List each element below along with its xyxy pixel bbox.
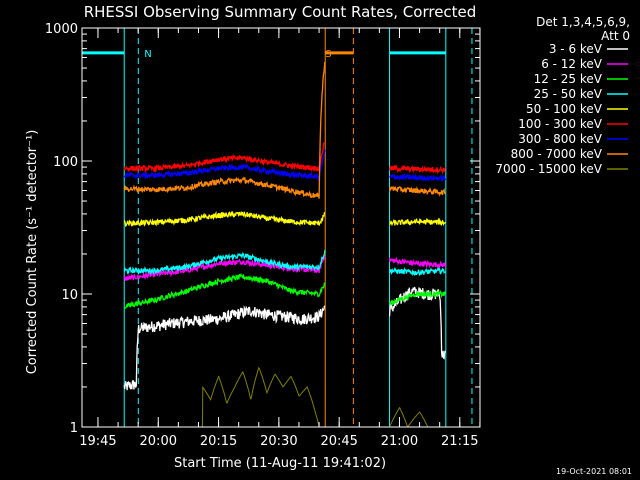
legend-label-0: 3 - 6 keV <box>549 42 603 56</box>
series-line-5-seg-0 <box>123 141 326 174</box>
x-tick-label: 20:45 <box>320 434 357 449</box>
legend-label-5: 100 - 300 keV <box>518 117 602 131</box>
marker-s: S <box>325 49 331 60</box>
y-tick-label: 100 <box>53 155 78 170</box>
series-line-4-seg-0 <box>123 210 326 228</box>
series-line-6-seg-1 <box>389 172 447 182</box>
series-line-2-seg-1 <box>389 289 447 306</box>
legend-header-detectors: Det 1,3,4,5,6,9, <box>536 15 630 29</box>
y-axis-label: Corrected Count Rate (s⁻¹ detector⁻¹) <box>25 130 40 375</box>
series-line-1-seg-1 <box>388 256 447 270</box>
series-line-8-seg-1 <box>389 406 446 428</box>
series-line-1-seg-0 <box>123 256 326 281</box>
marker-n: N <box>144 49 151 60</box>
series-line-7-seg-1 <box>388 185 446 197</box>
x-tick-label: 21:15 <box>441 434 478 449</box>
legend-label-6: 300 - 800 keV <box>518 132 602 146</box>
plot-frame <box>81 27 481 428</box>
legend-label-4: 50 - 100 keV <box>526 102 603 116</box>
series-line-0-seg-1 <box>388 286 446 360</box>
chart-title: RHESSI Observing Summary Count Rates, Co… <box>84 3 477 21</box>
legend-label-1: 6 - 12 keV <box>541 57 603 71</box>
series-line-3-seg-0 <box>123 249 326 276</box>
series-line-4-seg-1 <box>389 217 447 227</box>
y-tick-label: 10 <box>61 288 78 303</box>
generation-timestamp: 19-Oct-2021 08:01 <box>556 467 632 476</box>
legend-label-2: 12 - 25 keV <box>534 72 603 86</box>
axes: 1 10 100 1000 19:45 20:00 20:15 20:30 20:45 21:00… <box>45 22 481 449</box>
series-line-7-seg-0 <box>123 61 326 199</box>
series-line-6-seg-0 <box>123 149 326 182</box>
legend-label-7: 800 - 7000 keV <box>511 147 603 161</box>
x-tick-label: 20:30 <box>260 434 297 449</box>
y-tick-label: 1 <box>70 421 78 436</box>
series-line-3-seg-1 <box>388 266 446 277</box>
y-tick-label: 1000 <box>45 22 78 37</box>
legend-label-8: 7000 - 15000 keV <box>495 162 602 176</box>
series-line-8-seg-0 <box>124 366 325 428</box>
legend-header-attenuator: Att 0 <box>601 29 630 43</box>
x-tick-label: 21:00 <box>381 434 418 449</box>
series-line-0-seg-0 <box>123 305 326 391</box>
legend-label-3: 25 - 50 keV <box>534 87 603 101</box>
x-tick-label: 19:45 <box>79 434 116 449</box>
x-tick-label: 20:00 <box>140 434 177 449</box>
series-line-2-seg-0 <box>123 272 326 309</box>
series-line-5-seg-1 <box>388 164 447 175</box>
x-axis-label: Start Time (11-Aug-11 19:41:02) <box>174 456 386 471</box>
x-tick-label: 20:15 <box>200 434 237 449</box>
